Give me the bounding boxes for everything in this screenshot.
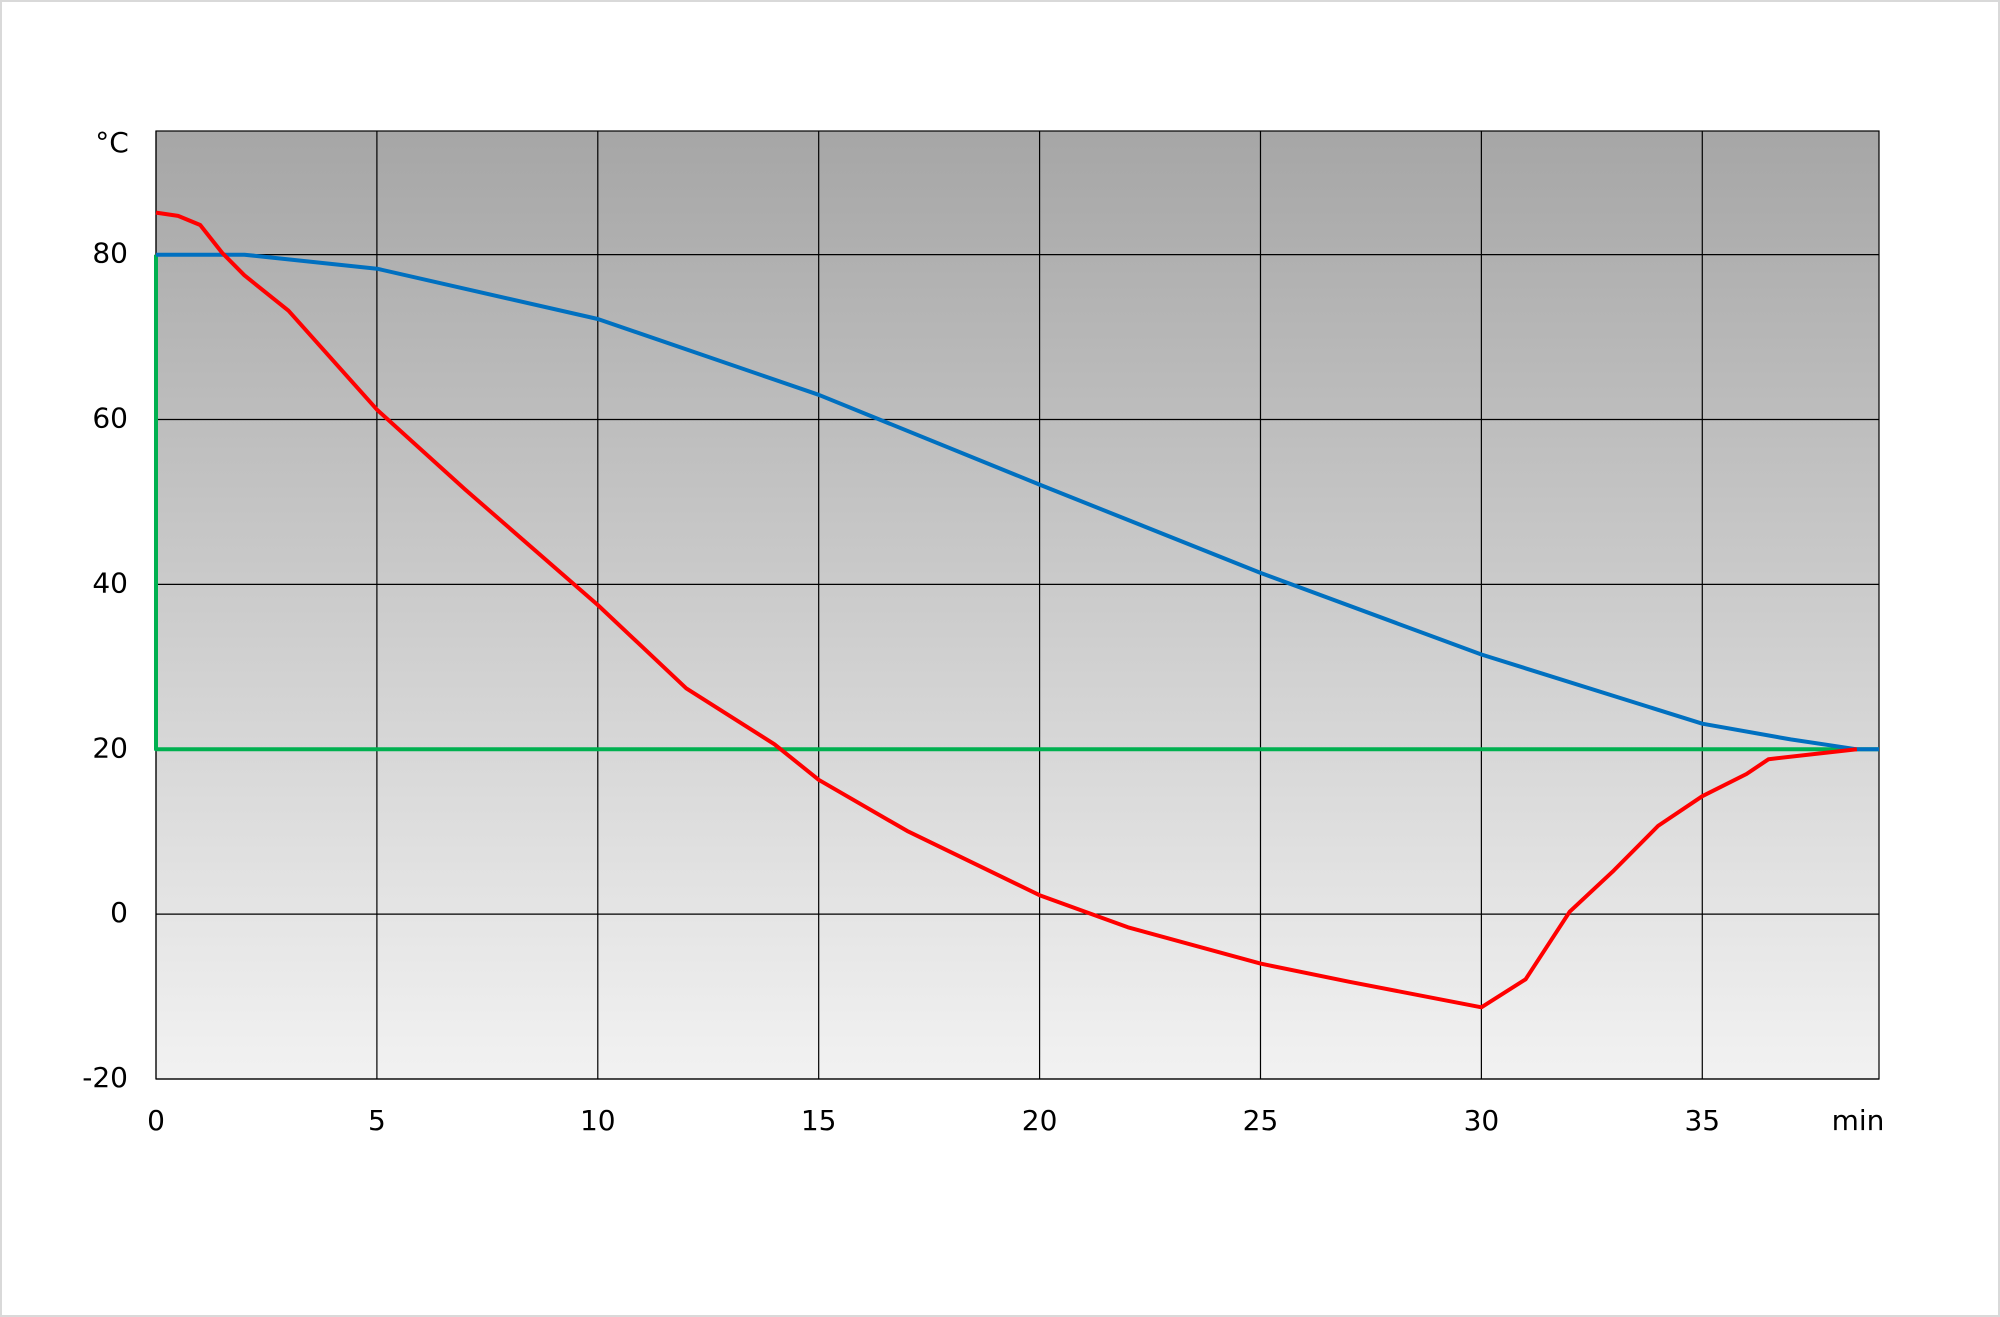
y-tick-label: 80: [92, 237, 128, 270]
x-tick-label: 5: [368, 1104, 386, 1137]
x-tick-label: 15: [801, 1104, 837, 1137]
x-tick-label: 30: [1464, 1104, 1500, 1137]
x-tick-label: 25: [1243, 1104, 1279, 1137]
x-tick-label: 35: [1684, 1104, 1720, 1137]
y-unit: °C: [95, 126, 129, 159]
y-tick-label: -20: [82, 1061, 128, 1094]
y-tick-label: 40: [92, 566, 128, 599]
plot-area: [156, 131, 1879, 1079]
y-tick-label: 0: [110, 896, 128, 929]
series-line: [154, 254, 1879, 752]
x-unit: min: [1832, 1104, 1885, 1137]
y-tick-label: 60: [92, 402, 128, 435]
x-tick-label: 10: [580, 1104, 616, 1137]
series-line: [155, 210, 1858, 1010]
x-tick-label: 0: [147, 1104, 165, 1137]
x-tick-label: 20: [1022, 1104, 1058, 1137]
series-line: [156, 252, 1879, 752]
y-tick-label: 20: [92, 731, 128, 764]
